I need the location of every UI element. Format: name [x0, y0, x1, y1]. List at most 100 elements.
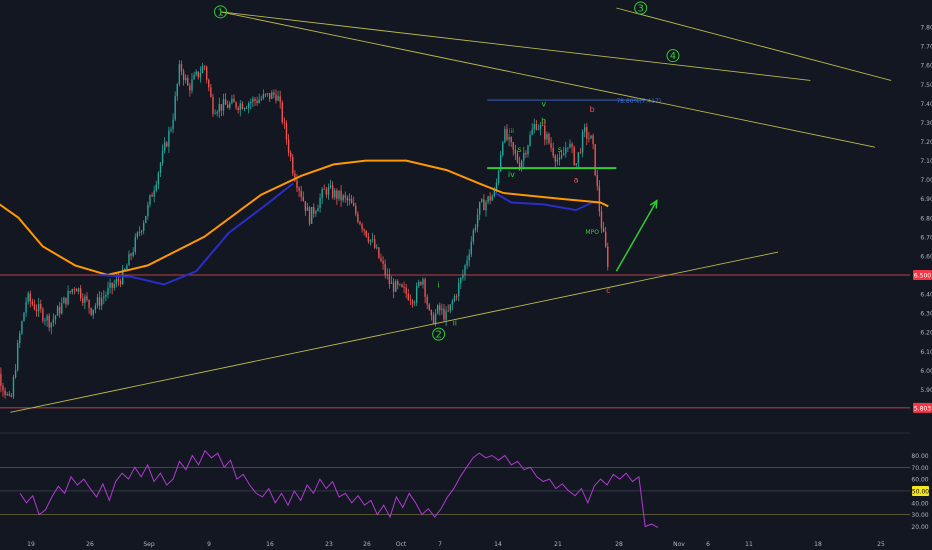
candle-body: [100, 298, 103, 306]
candle-body: [130, 253, 132, 256]
candle-body: [12, 377, 15, 397]
candle-body: [174, 96, 176, 120]
candle-body: [105, 294, 107, 297]
candle-body: [268, 93, 271, 99]
time-tick-label: Oct: [396, 541, 407, 548]
candle-body: [407, 293, 409, 300]
candle-body: [42, 309, 44, 321]
candle-body: [529, 134, 531, 146]
candle-body: [14, 370, 17, 378]
candle-body: [37, 303, 40, 312]
rsi-tick-label: 40.00: [911, 500, 928, 507]
candle-body: [535, 124, 538, 130]
candle-body: [224, 99, 227, 105]
time-tick-label: 19: [27, 541, 35, 548]
candle-body: [58, 306, 61, 314]
candle-body: [493, 190, 496, 196]
rsi-tick-label: 20.00: [911, 524, 928, 531]
candle-body: [98, 297, 101, 306]
candle-body: [382, 260, 384, 264]
candle-body: [508, 137, 510, 140]
candle-body: [355, 205, 357, 214]
candle-body: [75, 289, 78, 292]
candle-body: [92, 309, 94, 315]
price-tick-label: 7.500: [920, 82, 932, 89]
candle-body: [483, 199, 485, 211]
candle-body: [113, 284, 115, 288]
candle-body: [554, 155, 556, 162]
candle-body: [562, 153, 565, 156]
candle-body: [432, 315, 435, 324]
candle-body: [460, 277, 462, 284]
forecast-arrow-line: [615, 200, 658, 272]
candle-body: [575, 163, 577, 165]
time-tick-label: 26: [363, 541, 371, 548]
candle-body: [520, 160, 523, 170]
price-tick-label: 6.100: [920, 349, 932, 356]
time-tick-label: 7: [438, 541, 442, 548]
wave-circle-2: [432, 327, 446, 341]
candle-body: [308, 207, 311, 224]
time-tick-label: 23: [325, 541, 333, 548]
trendline: [10, 251, 779, 413]
candle-body: [4, 390, 6, 395]
candle-body: [201, 66, 204, 73]
price-tick-label: 7.300: [920, 120, 932, 127]
candle-body: [155, 184, 157, 191]
candle-body: [466, 260, 468, 266]
candle-body: [558, 157, 561, 160]
candle-body: [0, 373, 2, 386]
candle-body: [266, 93, 269, 95]
candle-body: [359, 221, 361, 225]
wave-label: a: [574, 176, 579, 185]
candle-body: [71, 289, 73, 293]
candle-body: [481, 199, 483, 202]
candle-body: [31, 301, 34, 305]
candle-body: [163, 142, 166, 151]
candle-body: [422, 279, 424, 285]
candle-body: [149, 195, 151, 205]
candle-body: [405, 287, 407, 294]
candle-body: [342, 195, 344, 201]
candle-body: [321, 189, 323, 198]
candle-body: [239, 103, 241, 111]
candle-body: [592, 135, 594, 145]
candle-body: [512, 142, 514, 150]
forecast-arrow-head: [649, 199, 658, 209]
wave-circle-1: [214, 5, 227, 19]
candle-body: [35, 309, 38, 312]
candle-body: [525, 152, 527, 155]
wave-label: b: [590, 105, 595, 114]
candle-body: [107, 287, 109, 295]
candle-body: [166, 142, 168, 147]
candle-body: [180, 64, 183, 72]
price-tick-label: 5.900: [920, 387, 932, 394]
wave-label: 2: [435, 330, 441, 341]
candle-body: [159, 163, 162, 173]
rsi-pane[interactable]: [0, 449, 910, 529]
wave-label: v: [541, 99, 546, 108]
candle-body: [184, 77, 187, 81]
candle-body: [182, 71, 185, 81]
candle-body: [586, 127, 588, 139]
candle-body: [86, 296, 88, 300]
candle-body: [464, 265, 466, 275]
time-tick-label: Nov: [673, 541, 685, 548]
time-tick-label: 21: [554, 541, 562, 548]
candle-body: [573, 147, 575, 165]
candle-body: [352, 203, 355, 206]
candle-body: [203, 66, 206, 68]
wave-label: iv: [508, 170, 515, 179]
price-tick-label: 6.400: [920, 292, 932, 299]
candle-body: [489, 196, 491, 201]
candle-body: [300, 190, 302, 198]
price-tick-label: 6.900: [920, 196, 932, 203]
candle-body: [178, 64, 181, 85]
candle-body: [367, 236, 370, 242]
trendline: [616, 7, 892, 81]
candle-body: [336, 190, 338, 199]
candle-body: [231, 98, 233, 104]
time-tick-label: 9: [207, 541, 211, 548]
